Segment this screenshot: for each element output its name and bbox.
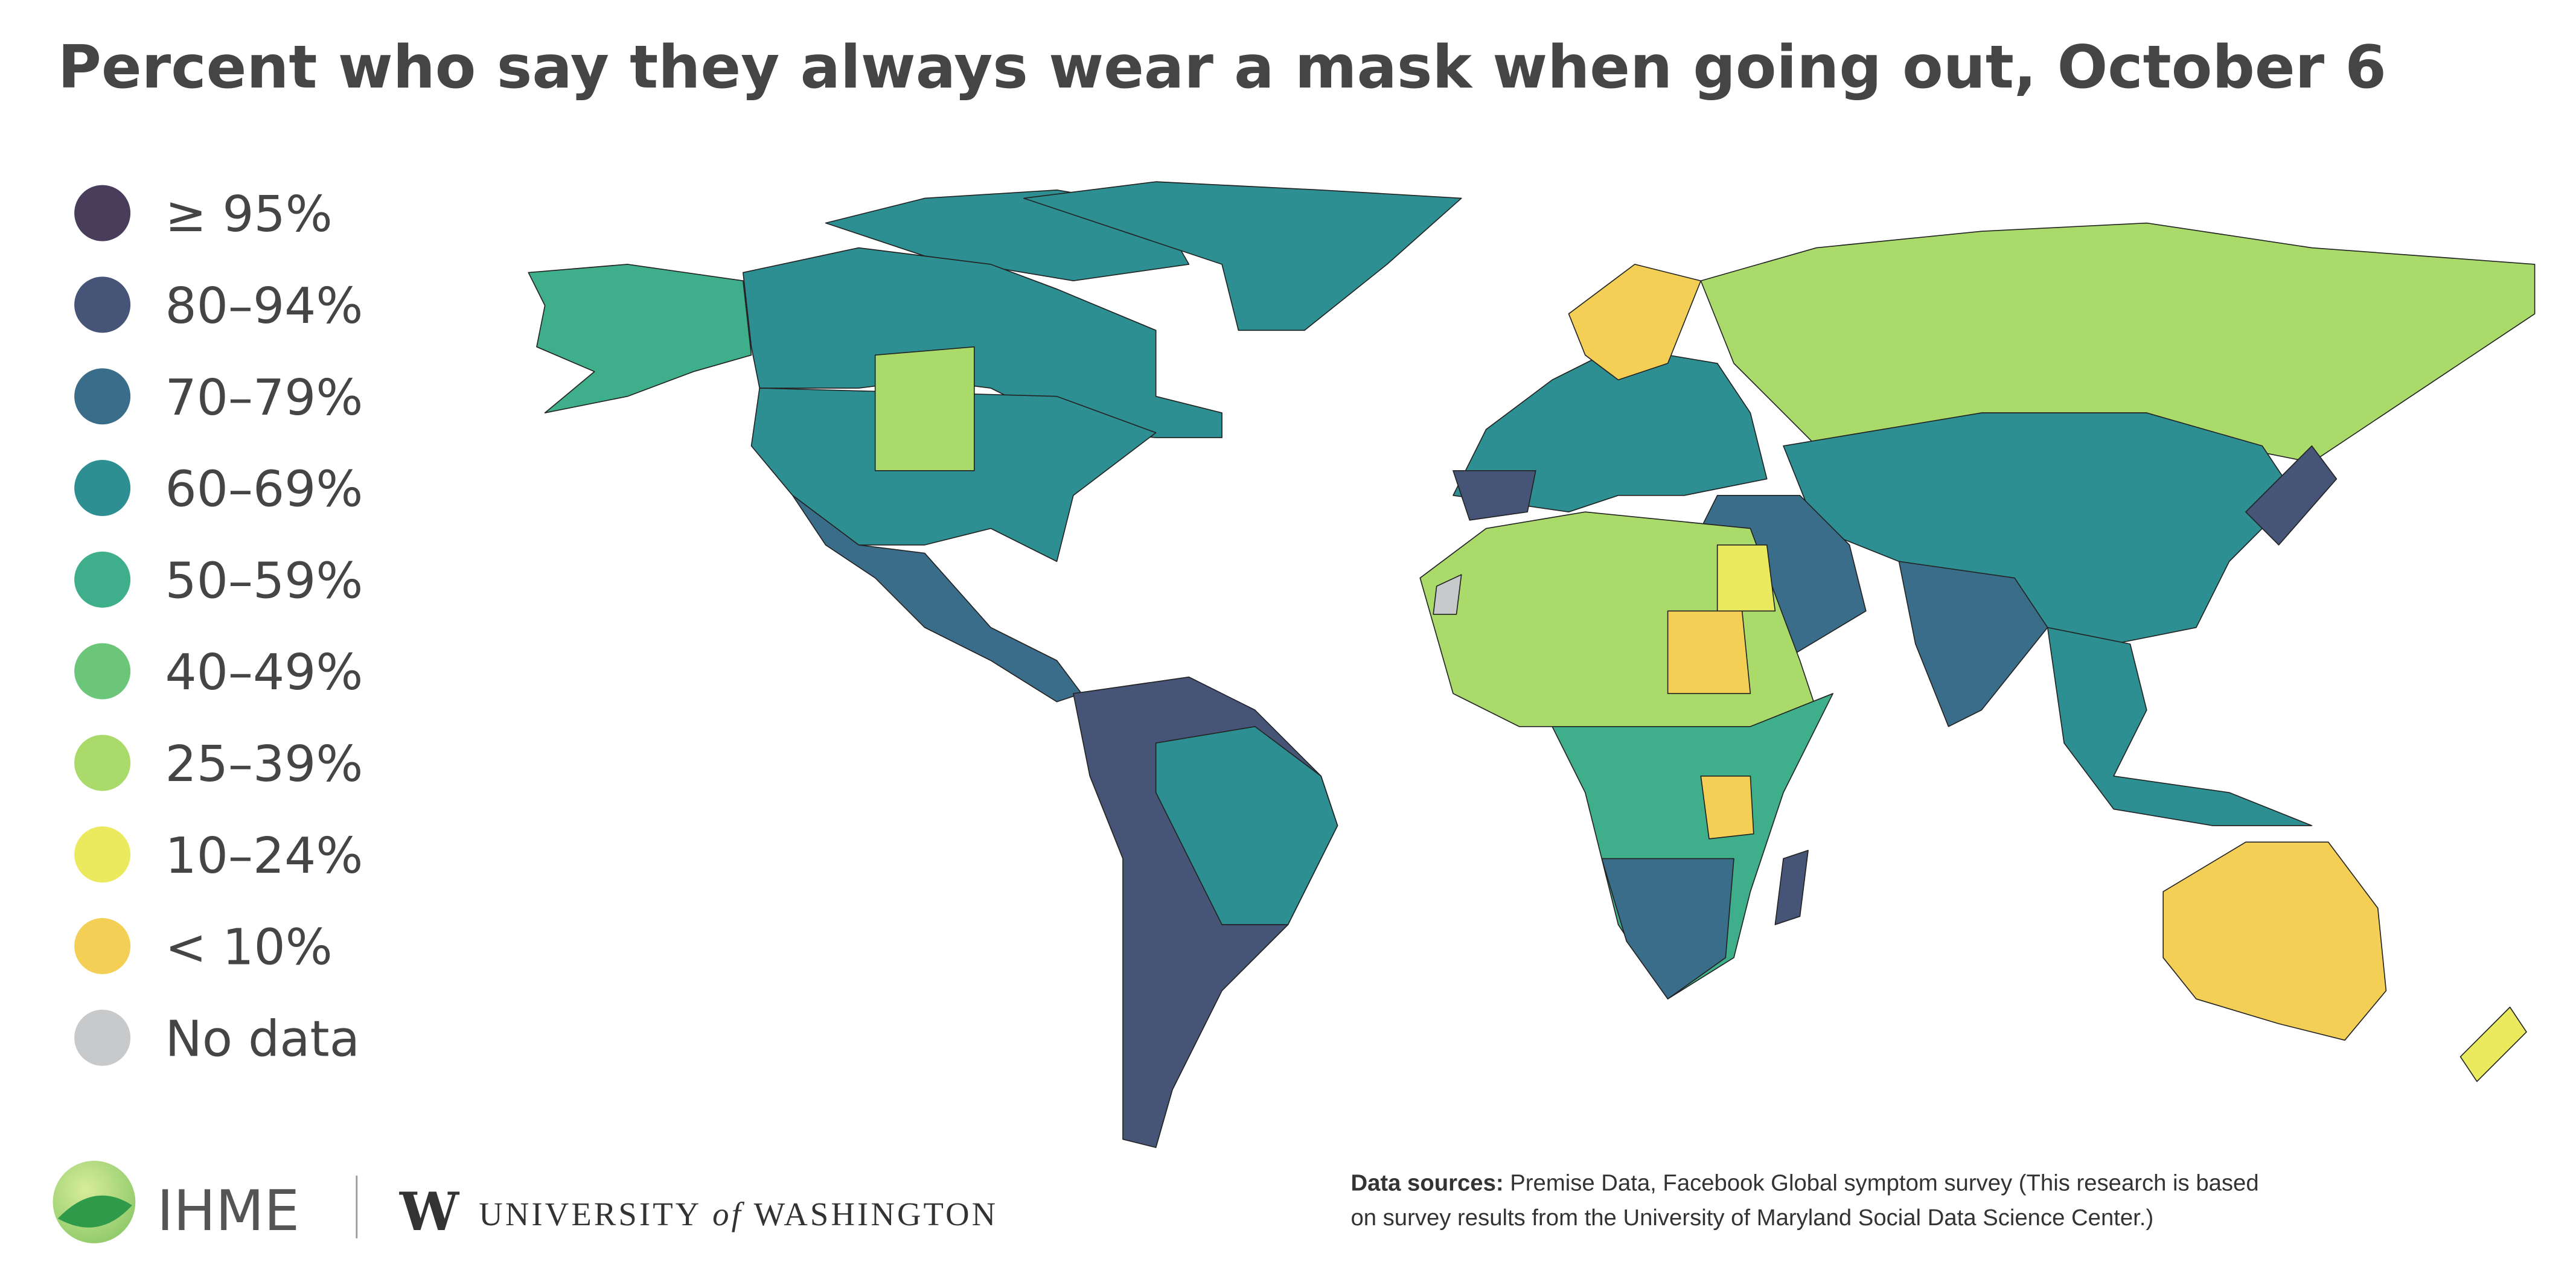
region [1601, 858, 1734, 999]
region [1568, 264, 1702, 381]
sources-line: Data sources: Premise Data, Facebook Glo… [1350, 1170, 2258, 1196]
region [1898, 561, 2048, 727]
region [2245, 445, 2338, 546]
legend-swatch [74, 460, 131, 517]
legend-label: 10–24% [165, 827, 363, 885]
region [1433, 574, 1462, 615]
ihme-name: IHME [157, 1178, 299, 1243]
region [1700, 775, 1754, 840]
region [2459, 1006, 2527, 1082]
ihme-logo-leaf [57, 1195, 132, 1228]
legend-label: No data [165, 1010, 360, 1068]
uw-word: WASHINGTON [754, 1196, 999, 1232]
region [1700, 222, 2536, 463]
region [792, 495, 1082, 703]
legend: ≥ 95% 80–94% 70–79% 60–69% 50–59% 40–49% 25–39… [74, 185, 363, 1068]
legend-label: 70–79% [165, 369, 363, 427]
legend-swatch [74, 918, 131, 975]
uw-word: UNIVERSITY [479, 1196, 702, 1232]
legend-swatch [74, 551, 131, 608]
legend-swatch [74, 276, 131, 333]
region [2162, 841, 2387, 1041]
region [874, 346, 975, 471]
uw-mark: W [399, 1181, 460, 1243]
region [1716, 544, 1776, 612]
region [1774, 850, 1809, 925]
legend-label: ≥ 95% [165, 186, 333, 243]
legend-swatch [74, 826, 131, 883]
legend-label: 40–49% [165, 644, 363, 701]
region [528, 264, 752, 413]
legend-swatch [74, 185, 131, 241]
region [1023, 181, 1462, 331]
legend-label: 60–69% [165, 461, 363, 518]
title: Percent who say they always wear a mask … [58, 33, 2386, 102]
uw-name: UNIVERSITY of WASHINGTON [479, 1196, 998, 1232]
legend-label: 25–39% [165, 736, 363, 793]
legend-swatch [74, 368, 131, 425]
legend-swatch [74, 643, 131, 700]
world-map [528, 181, 2536, 1149]
region [743, 247, 1222, 438]
legend-swatch [74, 735, 131, 791]
region [2047, 626, 2313, 826]
legend-label: 80–94% [165, 278, 363, 335]
region [1155, 725, 1338, 925]
legend-swatch [74, 1009, 131, 1066]
legend-label: 50–59% [165, 552, 363, 610]
sources-text: Premise Data, Facebook Global symptom su… [1510, 1170, 2258, 1196]
region [750, 387, 1157, 563]
region [1453, 470, 1536, 521]
uw-word: of [712, 1196, 744, 1232]
sources-line: on survey results from the University of… [1350, 1205, 2153, 1231]
legend-label: < 10% [165, 919, 333, 977]
sources-label: Data sources: [1350, 1170, 1503, 1196]
region [1667, 610, 1751, 694]
